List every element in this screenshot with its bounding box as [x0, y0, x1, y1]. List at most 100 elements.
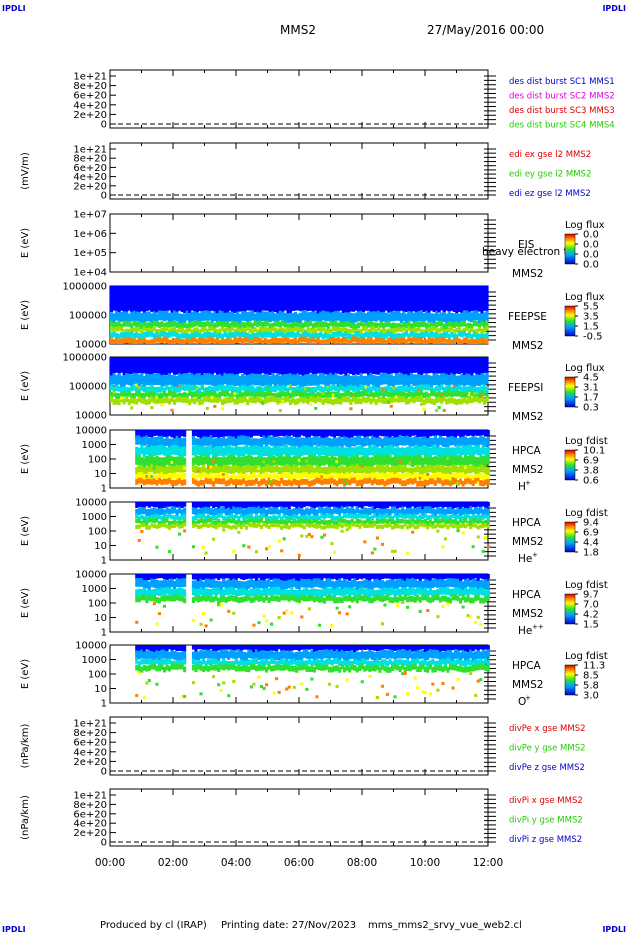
spectrogram-cell [355, 446, 359, 457]
spectrogram-speck [183, 466, 187, 470]
spectrogram-cell [234, 665, 238, 672]
spectrogram-speck [264, 683, 269, 687]
spectrogram-cell [393, 430, 397, 438]
spectrogram-speck [267, 477, 271, 481]
spectrogram-cell [201, 581, 206, 591]
spectrogram-cell [199, 650, 203, 659]
spectrogram-cell [432, 390, 436, 397]
spectrogram-cell [471, 518, 475, 523]
spectrogram-cell [213, 327, 217, 333]
spectrogram-cell [341, 392, 345, 399]
spectrogram-cell [319, 326, 323, 332]
spectrogram-cell [237, 588, 241, 596]
spectrogram-cell [301, 329, 305, 334]
spectrogram-cell [421, 467, 425, 475]
spectrogram-cell [363, 523, 367, 528]
spectrogram-cell [236, 330, 240, 337]
spectrogram-cell [278, 391, 282, 398]
spectrogram-cell [452, 374, 456, 386]
spectrogram-cell [474, 595, 478, 602]
y-tick-label: 1e+21 [73, 72, 107, 83]
spectrogram-cell [372, 331, 376, 338]
spectrogram-speck [112, 390, 116, 394]
spectrogram-cell [349, 357, 353, 374]
spectrogram-cell [222, 502, 226, 507]
spectrogram-cell [285, 508, 289, 516]
spectrogram-cell [360, 430, 364, 436]
spectrogram-speck [290, 611, 294, 615]
spectrogram-cell [403, 436, 407, 446]
spectrogram-cell [288, 286, 293, 314]
spectrogram-cell [349, 322, 353, 329]
spectrogram-cell [282, 589, 286, 598]
spectrogram-cell [343, 474, 347, 480]
spectrogram-cell [369, 311, 373, 322]
spectrogram-cell [247, 513, 251, 519]
spectrogram-cell [340, 597, 344, 604]
spectrogram-cell [167, 386, 172, 393]
spectrogram-cell [237, 665, 241, 672]
spectrogram-cell [225, 332, 230, 339]
spectrogram-cell [157, 597, 161, 604]
spectrogram-cell [160, 435, 164, 446]
spectrogram-cell [380, 447, 385, 458]
spectrogram-cell [334, 331, 338, 338]
spectrogram-cell [125, 320, 129, 327]
spectrogram-cell [435, 328, 439, 333]
spectrogram-cell [201, 658, 206, 665]
spectrogram-cell [225, 321, 230, 328]
spectrogram-cell [484, 502, 488, 508]
spectrogram-cell [219, 574, 223, 579]
spectrogram-cell [322, 437, 327, 448]
spectrogram-cell [447, 390, 451, 397]
spectrogram-cell [453, 437, 458, 447]
spectrogram-cell [300, 645, 304, 650]
spectrogram-cell [355, 597, 359, 604]
spectrogram-cell [302, 478, 306, 485]
spectrogram-cell [426, 589, 430, 598]
spectrogram-cell [396, 509, 400, 517]
spectrogram-cell [142, 664, 146, 671]
spectrogram-cell [461, 445, 465, 455]
spectrogram-cell [370, 479, 374, 486]
spectrogram-cell [302, 588, 306, 596]
spectrogram-cell [225, 397, 230, 403]
spectrogram-cell [246, 357, 250, 376]
spectrogram-cell [157, 524, 161, 529]
spectrogram-cell [423, 436, 427, 446]
spectrogram-cell [242, 478, 246, 484]
spectrogram-cell [262, 664, 266, 671]
spectrogram-cell [382, 311, 386, 322]
spectrogram-cell [312, 430, 316, 437]
spectrogram-cell [254, 649, 259, 658]
spectrogram-cell [341, 357, 345, 374]
spectrogram-cell [290, 594, 294, 601]
spectrogram-cell [417, 321, 421, 328]
spectrogram-cell [217, 518, 221, 524]
spectrogram-cell [258, 357, 262, 375]
spectrogram-cell [430, 337, 434, 344]
spectrogram-cell [178, 502, 182, 509]
spectrogram-cell [374, 329, 378, 334]
spectrogram-speck [205, 406, 209, 410]
spectrogram-speck [464, 465, 468, 469]
spectrogram-speck [396, 603, 400, 607]
spectrogram-cell [356, 357, 361, 375]
spectrogram-cell [394, 333, 398, 340]
spectrogram-speck [193, 384, 197, 388]
spectrogram-cell [373, 445, 377, 455]
spectrogram-cell [228, 328, 232, 334]
spectrogram-cell [183, 658, 187, 665]
spectrogram-speck [155, 545, 159, 549]
spectrogram-cell [214, 645, 218, 652]
spectrogram-cell [157, 357, 161, 375]
spectrogram-speck [436, 529, 440, 533]
spectrogram-speck [399, 391, 403, 395]
spectrogram-cell [162, 357, 167, 376]
legend-entry: des dist burst SC1 MMS1 [509, 77, 615, 87]
spectrogram-cell [469, 474, 473, 481]
spectrogram-cell [275, 520, 279, 526]
spectrogram-cell [173, 399, 177, 405]
spectrogram-cell [244, 444, 248, 455]
spectrogram-cell [453, 594, 458, 601]
